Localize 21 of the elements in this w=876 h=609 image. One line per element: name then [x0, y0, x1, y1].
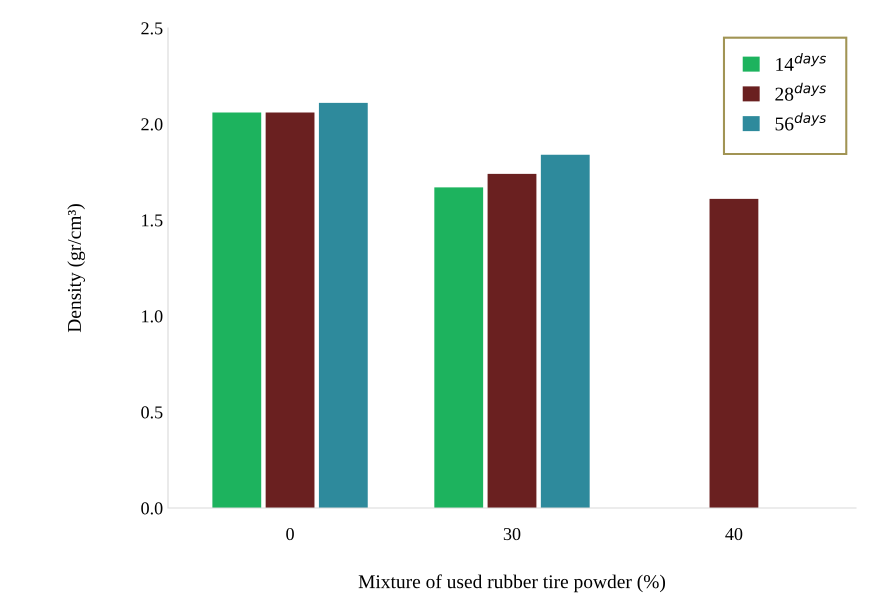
- y-tick-label: 2.5: [141, 22, 162, 35]
- x-tick-label: 40: [725, 528, 742, 540]
- legend-label: 28$^{days}$: [775, 82, 826, 101]
- bar: [318, 102, 368, 508]
- y-tick-label: 0.0: [141, 502, 162, 515]
- legend-label: 14$^{days}$: [776, 53, 826, 71]
- x-axis-title: Mixture of used rubber tire powder (%): [358, 574, 666, 592]
- y-axis-title: Density (gr/cm³): [67, 204, 86, 332]
- y-tick-label: 0.5: [141, 406, 162, 419]
- y-tick-label: 1.0: [142, 310, 162, 323]
- y-tick-label: 1.5: [142, 214, 162, 227]
- bar: [488, 174, 536, 508]
- bar: [266, 112, 314, 508]
- bar: [710, 198, 758, 508]
- bar: [212, 112, 262, 508]
- x-tick-label: 30: [504, 528, 520, 540]
- x-tick-label: 0: [286, 528, 294, 540]
- bar: [540, 154, 590, 508]
- bar: [434, 187, 484, 508]
- y-tick-label: 2.0: [141, 118, 162, 131]
- legend-label: 56$^{days}$: [776, 112, 826, 131]
